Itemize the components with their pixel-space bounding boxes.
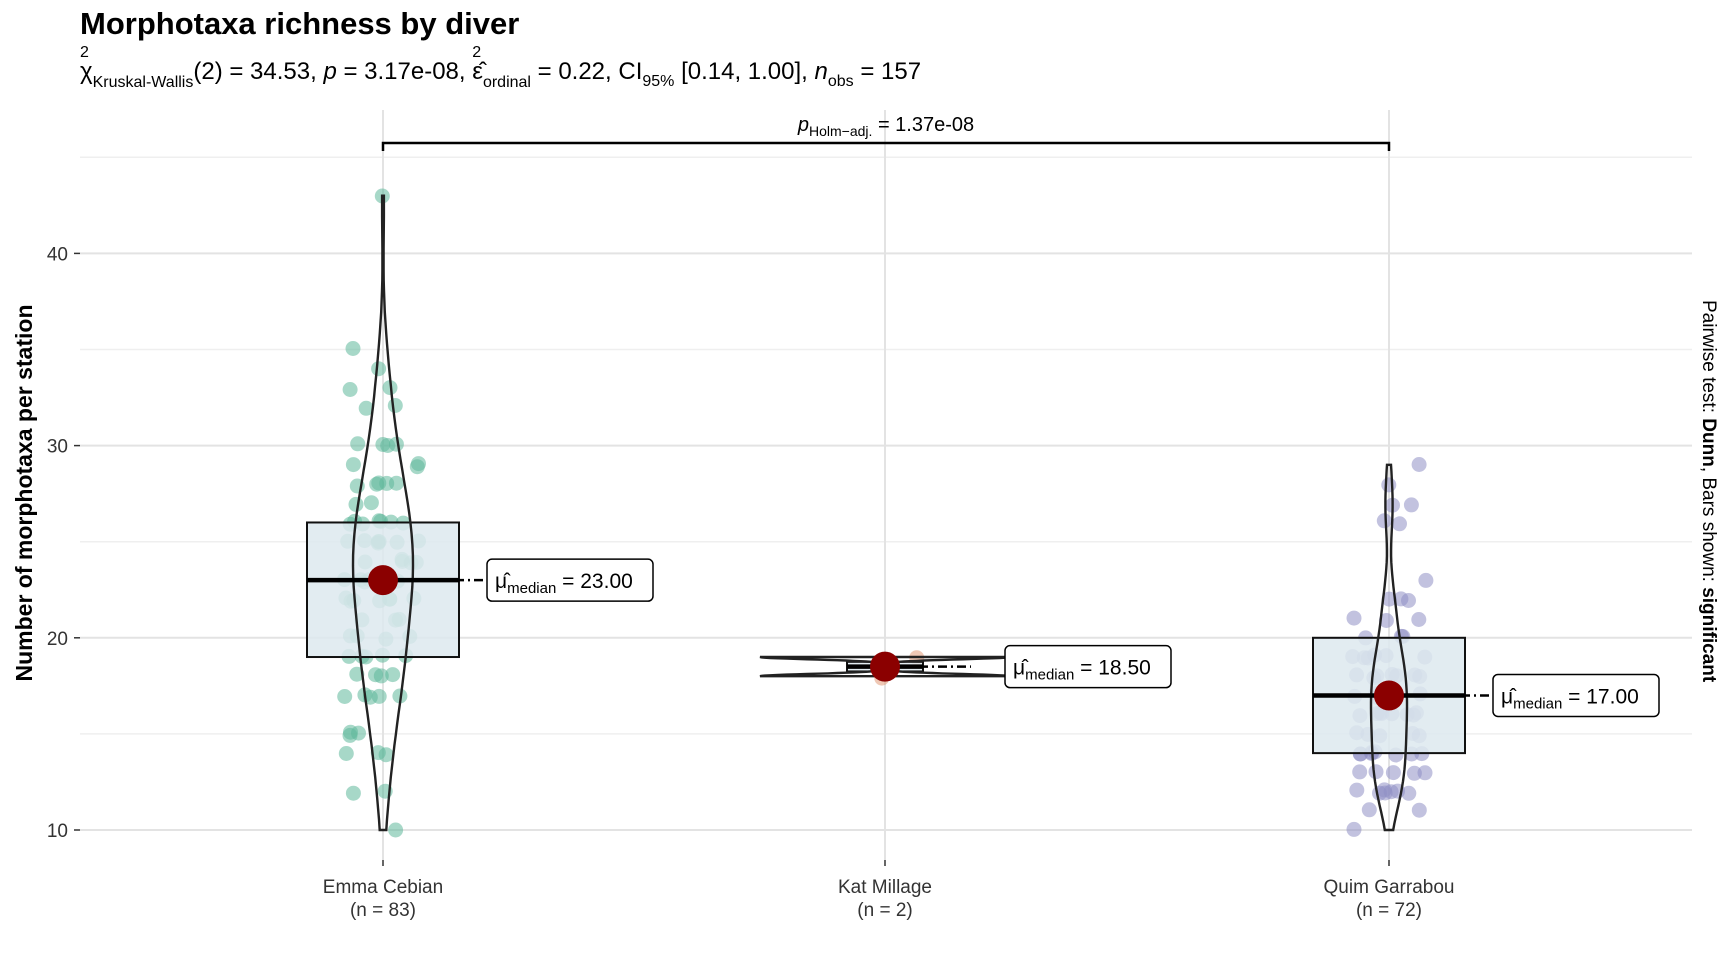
- x-axis: Emma Cebian(n = 83) Kat Millage(n = 2) Qui…: [323, 860, 1455, 921]
- chi-value: (2) = 34.53,: [193, 58, 324, 85]
- x-tick-n-label: (n = 2): [857, 900, 912, 921]
- data-point: [351, 725, 366, 741]
- data-point: [1349, 782, 1365, 798]
- data-point: [337, 689, 353, 704]
- data-point: [385, 667, 401, 683]
- data-point: [373, 668, 389, 684]
- significance-label: pHolm−adj. = 1.37e-08: [797, 114, 974, 139]
- group-quim-garrabou: μ̂median = 17.00: [1312, 457, 1660, 837]
- data-point: [1352, 764, 1368, 780]
- median-label: μ̂median = 23.00: [495, 570, 633, 597]
- data-point: [1368, 764, 1384, 780]
- significance-bracket: [381, 141, 1391, 151]
- p-value: = 3.17e-08,: [336, 58, 473, 85]
- data-point: [338, 746, 354, 761]
- violin: [1369, 463, 1409, 832]
- x-tick-n-label: (n = 72): [1356, 900, 1422, 921]
- data-point: [1401, 785, 1417, 801]
- data-point: [363, 495, 379, 511]
- data-point: [1406, 765, 1422, 781]
- group-emma-cebian: μ̂median = 23.00: [306, 188, 654, 838]
- data-point: [1392, 516, 1407, 532]
- y-tick-label: 20: [47, 629, 68, 650]
- n-value: = 157: [853, 58, 922, 85]
- data-point: [348, 496, 364, 512]
- data-point: [345, 785, 361, 801]
- data-point: [371, 361, 387, 377]
- chart-subtitle: χ 2 Kruskal-Wallis(2) = 34.53, p = 3.17e-0…: [80, 44, 922, 91]
- y-tick-label: 40: [47, 244, 68, 265]
- median-label-box: [1492, 673, 1660, 718]
- data-point: [1346, 610, 1362, 626]
- data-point: [342, 382, 358, 397]
- groups: μ̂median = 23.00 μ̂median = 18.50 μ̂median…: [306, 188, 1660, 838]
- data-point: [1411, 802, 1427, 818]
- y-tick-label: 30: [47, 437, 68, 458]
- data-point: [1401, 593, 1416, 608]
- data-point: [387, 398, 403, 413]
- data-point: [1381, 591, 1397, 607]
- data-point: [1411, 612, 1427, 627]
- data-point: [388, 822, 404, 838]
- group-kat-millage: μ̂median = 18.50: [759, 644, 1172, 689]
- data-point: [1385, 765, 1401, 781]
- x-tick-label: Emma Cebian: [323, 877, 443, 898]
- data-point: [1376, 782, 1392, 798]
- ci-value: [0.14, 1.00],: [674, 58, 815, 85]
- data-point: [345, 457, 361, 473]
- x-tick-label: Quim Garrabou: [1324, 877, 1455, 898]
- median-label-box: [486, 558, 654, 602]
- x-tick-n-label: (n = 83): [350, 900, 416, 921]
- chi-squared-symbol: χ 2 Kruskal-Wallis: [80, 44, 194, 91]
- x-tick-label: Kat Millage: [838, 877, 932, 898]
- median-point: [368, 565, 398, 596]
- p-label: p: [323, 58, 337, 85]
- data-point: [1403, 497, 1419, 513]
- violin: [351, 194, 415, 832]
- data-point: [350, 436, 366, 452]
- chart-title: Morphotaxa richness by diver: [80, 6, 520, 41]
- median-label-box: [1004, 644, 1172, 689]
- y-axis: 10 20 30 40: [47, 244, 80, 842]
- median-label: μ̂median = 17.00: [1501, 685, 1639, 712]
- data-point: [411, 456, 426, 472]
- data-point: [380, 438, 396, 453]
- data-point: [1361, 802, 1377, 818]
- data-point: [378, 747, 394, 763]
- data-point: [1411, 457, 1427, 472]
- n-sub: obs: [827, 73, 854, 90]
- y-axis-label: Number of morphotaxa per station: [11, 305, 37, 682]
- median-label: μ̂median = 18.50: [1013, 657, 1151, 684]
- epsilon-symbol: ε̂ 2 ordinal: [472, 44, 531, 91]
- epsilon-value: = 0.22, CI: [530, 58, 643, 85]
- data-point: [1346, 821, 1362, 837]
- annotations: pHolm−adj. = 1.37e-08: [381, 114, 1391, 151]
- data-point: [345, 341, 361, 356]
- n-label: n: [814, 58, 828, 85]
- median-point: [1374, 680, 1404, 711]
- y-tick-label: 10: [47, 821, 68, 842]
- data-point: [1376, 513, 1392, 529]
- data-point: [1417, 765, 1433, 781]
- data-point: [1378, 613, 1394, 628]
- median-point: [870, 651, 900, 682]
- data-point: [349, 666, 365, 682]
- data-point: [1381, 477, 1397, 493]
- data-point: [379, 475, 395, 491]
- pairwise-caption: Pairwise test: Dunn, Bars shown: signifi…: [1698, 300, 1719, 683]
- ci-sub: 95%: [642, 73, 675, 90]
- data-point: [358, 400, 374, 416]
- data-point: [1418, 572, 1434, 588]
